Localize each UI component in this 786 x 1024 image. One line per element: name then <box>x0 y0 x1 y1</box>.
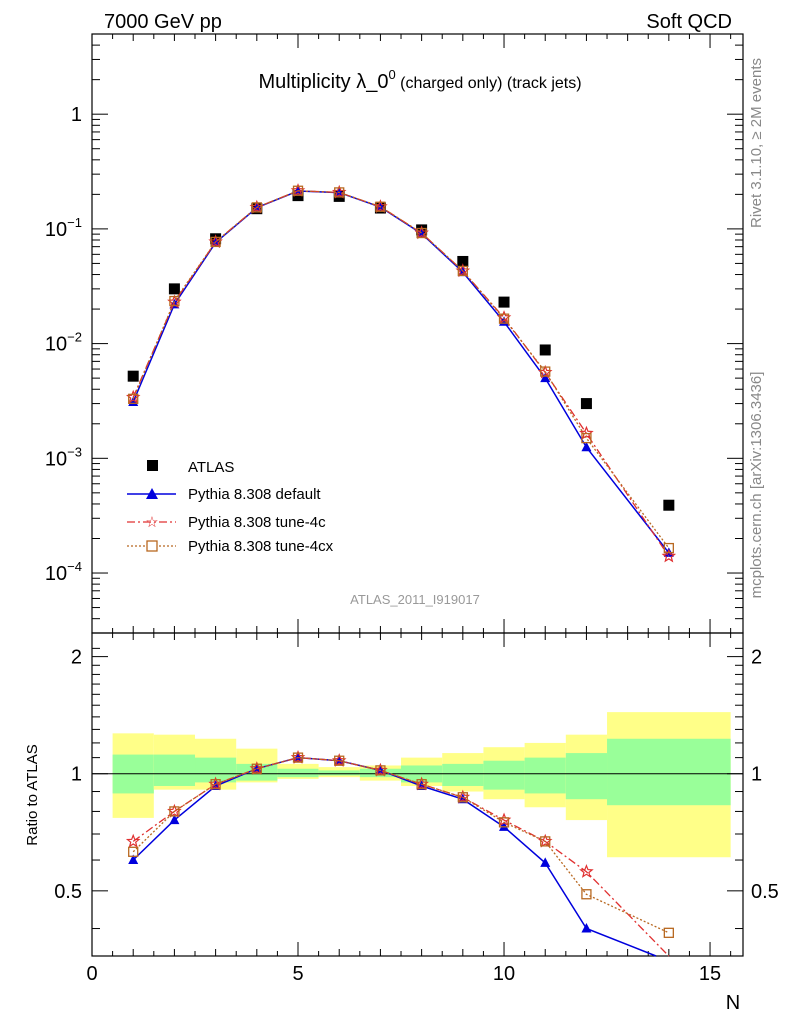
ratio-data-point <box>540 836 551 847</box>
data-point <box>127 370 139 382</box>
ratio-band-green <box>524 757 566 794</box>
data-point <box>663 542 674 554</box>
plot-title-sup: 0 <box>388 67 395 82</box>
legend-marker-default <box>146 488 158 499</box>
ratio-data-point <box>210 779 221 790</box>
legend-marker-tune4c: ☆ <box>145 514 158 531</box>
ratio-frame <box>91 632 744 957</box>
energy-label: 7000 GeV pp <box>104 11 222 33</box>
legend-marker-tune4cx <box>146 540 158 552</box>
data-point <box>498 296 510 308</box>
ratio-data-point <box>210 780 221 790</box>
data-point <box>128 393 139 404</box>
ratio-band-green <box>483 760 525 790</box>
data-point <box>457 255 469 267</box>
ratio-data-point <box>169 806 180 817</box>
ratio-data-point <box>457 792 468 803</box>
legend-marker-atlas <box>147 460 158 471</box>
data-point <box>292 185 304 196</box>
x-tick-label: 10 <box>493 963 515 985</box>
ratio-band-green <box>565 753 608 800</box>
y-tick-label: 1 <box>71 104 82 126</box>
data-point <box>540 372 551 383</box>
ratio-y-tick-label: 0.5 <box>54 881 82 903</box>
data-point <box>334 187 345 198</box>
data-point <box>663 499 675 511</box>
y-tick-label: 10−1 <box>45 215 82 241</box>
series-line <box>132 190 670 549</box>
ratio-data-point <box>125 833 141 848</box>
main-series-group <box>125 183 677 563</box>
y-tick-label: 10−2 <box>45 330 82 356</box>
ratio-band-green <box>442 763 484 786</box>
ratio-band-green <box>153 754 196 786</box>
ratio-data-point <box>169 814 180 825</box>
ratio-data-point <box>334 755 345 766</box>
ratio-data-point <box>416 779 427 790</box>
rivet-label: Rivet 3.1.10, ≥ 2M events <box>748 58 765 228</box>
ratio-y-tick-label: 2 <box>71 647 82 669</box>
data-point <box>251 202 262 213</box>
ratio-band-green <box>607 738 731 806</box>
plot-title-suffix: (charged only) (track jets) <box>396 75 582 92</box>
ratio-data-point <box>251 763 262 774</box>
analysis-id: ATLAS_2011_I919017 <box>350 592 480 607</box>
x-tick-label: 15 <box>699 963 721 985</box>
y-tick-label: 10−3 <box>45 444 82 470</box>
data-point <box>539 344 551 356</box>
data-point <box>375 201 386 212</box>
data-point <box>168 283 180 295</box>
ratio-data-point <box>579 864 594 878</box>
legend-label-default: Pythia 8.308 default <box>188 486 321 503</box>
legend-label-atlas: ATLAS <box>188 459 234 476</box>
ratio-data-point <box>498 817 510 828</box>
y-tick-label: 10−4 <box>45 559 82 585</box>
data-point <box>498 313 510 324</box>
plot-title-main: Multiplicity λ_0 <box>258 71 388 93</box>
ratio-y-tick-label: 1 <box>71 764 82 786</box>
ratio-series-line <box>132 756 670 934</box>
data-point <box>581 432 592 444</box>
ratio-data-point <box>375 765 386 776</box>
category-label: Soft QCD <box>646 11 732 33</box>
data-point <box>581 441 592 452</box>
ratio-data-point <box>581 889 592 900</box>
data-point <box>661 548 677 563</box>
data-point <box>210 236 221 248</box>
data-point <box>540 366 551 377</box>
x-tick-label: 5 <box>292 963 303 985</box>
ratio-data-point <box>663 927 674 938</box>
ratio-y-tick-label-right: 1 <box>751 764 762 786</box>
ratio-band-green <box>277 768 319 778</box>
x-tick-label: 0 <box>86 963 97 985</box>
legend-label-tune4cx: Pythia 8.308 tune-4cx <box>188 538 334 555</box>
ratio-axes: 0 5 10 15 0.5 0.5 1 1 2 2 <box>54 632 779 985</box>
ratio-series-group <box>125 749 674 957</box>
ratio-data-point <box>540 857 551 867</box>
ratio-data-point <box>581 923 592 933</box>
legend: ATLAS Pythia 8.308 default ☆ Pythia 8.30… <box>127 459 334 555</box>
ratio-data-point <box>128 854 139 865</box>
ratio-y-tick-label-right: 0.5 <box>751 881 779 903</box>
ratio-data-point <box>292 752 304 763</box>
x-axis-label: N <box>726 992 740 1014</box>
data-point <box>457 265 468 277</box>
data-point <box>169 295 180 307</box>
plot-title: Multiplicity λ_00 (charged only) (track … <box>258 67 581 93</box>
mcplots-label: mcplots.cern.ch [arXiv:1306.3436] <box>748 372 765 599</box>
ratio-ylabel: Ratio to ATLAS <box>24 744 41 845</box>
data-point <box>416 227 427 239</box>
ratio-data-point <box>128 846 139 857</box>
legend-label-tune4c: Pythia 8.308 tune-4c <box>188 514 326 531</box>
ratio-band-green <box>318 770 360 776</box>
data-point <box>579 425 594 440</box>
ratio-data-point <box>499 821 510 831</box>
data-point <box>580 398 592 410</box>
ratio-data-point <box>416 780 427 790</box>
ratio-y-tick-label-right: 2 <box>751 647 762 669</box>
